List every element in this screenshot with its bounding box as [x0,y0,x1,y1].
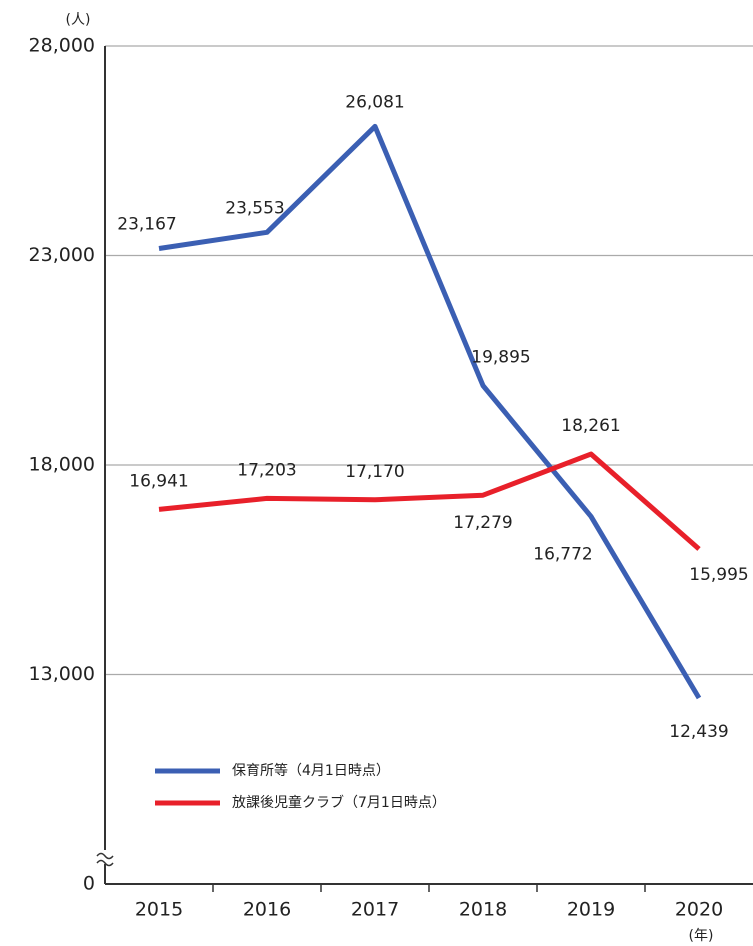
x-tick-label: 2019 [567,899,615,921]
data-label: 19,895 [471,348,530,368]
data-label: 17,279 [453,513,512,533]
x-tick-label: 2016 [243,899,291,921]
data-label: 23,167 [117,215,176,235]
series-line [158,451,701,551]
data-label: 23,553 [225,198,284,218]
data-label: 26,081 [345,92,404,112]
y-tick-label: 0 [83,873,95,895]
data-label: 17,203 [237,460,296,480]
x-tick-label: 2020 [675,899,723,921]
y-tick-label: 18,000 [29,454,95,476]
data-label: 16,772 [533,544,592,564]
x-tick-label: 2017 [351,899,399,921]
y-tick-label: 28,000 [29,35,95,57]
legend-label: 保育所等（4月1日時点） [232,762,390,779]
data-label: 16,941 [129,471,188,491]
data-label: 18,261 [561,416,620,436]
x-tick-label: 2018 [459,899,507,921]
y-tick-label: 23,000 [29,244,95,266]
axis-break [96,852,114,867]
x-tick-label: 2015 [135,899,183,921]
data-label: 15,995 [689,565,748,585]
series-line [158,123,702,700]
y-unit: (人) [66,12,91,28]
x-unit: (年) [689,928,714,944]
legend-label: 放課後児童クラブ（7月1日時点） [232,794,446,811]
data-label: 12,439 [669,722,728,742]
data-label: 17,170 [345,462,404,482]
y-tick-label: 13,000 [29,663,95,685]
